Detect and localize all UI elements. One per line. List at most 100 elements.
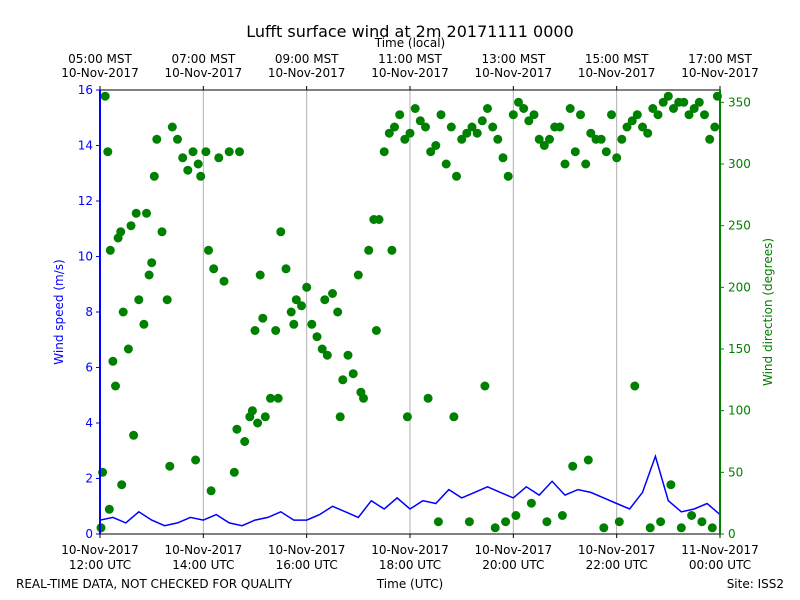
direction-point [235,147,244,157]
top-tick-label-date: 10-Nov-2017 [371,66,449,80]
direction-point [503,171,513,181]
direction-point [653,110,663,120]
top-tick-label-time: 07:00 MST [171,52,235,66]
direction-point [542,517,552,527]
direction-point [599,523,609,533]
direction-point [493,134,503,144]
top-axis-label: Time (local) [374,36,446,50]
direction-point [464,517,474,527]
direction-point [188,147,198,157]
right-tick-label: 300 [728,157,751,171]
speed-line [99,453,721,527]
direction-point [395,110,405,120]
chart-title: Lufft surface wind at 2m 20171111 0000 [246,22,574,41]
direction-point [452,171,461,181]
direction-point [560,159,570,169]
direction-point [586,128,596,138]
left-tick-label: 8 [85,305,93,319]
direction-point [622,122,632,132]
top-tick-label-date: 10-Nov-2017 [165,66,243,80]
right-tick-label: 250 [728,219,751,233]
direction-point [123,344,133,354]
direction-point [224,147,234,157]
direction-point [526,498,536,508]
direction-point [258,313,268,323]
x-tick-label-date: 11-Nov-2017 [681,543,759,557]
direction-point [167,122,177,132]
left-tick-label: 6 [85,361,93,375]
right-tick-label: 350 [728,95,751,109]
direction-point [289,319,299,329]
x-tick-label-date: 10-Nov-2017 [578,543,656,557]
direction-point [410,104,420,113]
direction-point [645,523,655,533]
direction-point [658,97,668,107]
direction-point [570,147,580,157]
direction-point [117,480,127,490]
x-tick-label-time: 00:00 UTC [689,558,751,572]
direction-point [348,369,358,379]
x-tick-label-date: 10-Nov-2017 [268,543,346,557]
direction-point [253,418,263,428]
direction-point [206,486,216,496]
direction-point [229,467,239,477]
direction-point [467,122,477,132]
direction-point [147,258,157,268]
direction-point [273,393,283,403]
top-tick-label-date: 10-Nov-2017 [475,66,553,80]
direction-point [312,332,322,342]
direction-point [178,153,188,163]
direction-point [534,134,544,144]
top-tick-label-time: 15:00 MST [585,52,649,66]
direction-point [131,208,141,218]
left-tick-label: 14 [78,139,93,153]
x-tick-label-date: 10-Nov-2017 [371,543,449,557]
direction-point [214,153,224,163]
top-tick-label-time: 05:00 MST [68,52,132,66]
x-tick-label-date: 10-Nov-2017 [165,543,243,557]
direction-point [426,147,436,157]
x-tick-label-time: 16:00 UTC [276,558,338,572]
direction-point [480,381,490,391]
direction-point [511,511,521,520]
direction-point [601,147,611,157]
direction-point [286,307,296,317]
direction-point [583,455,593,465]
direction-point [353,270,363,280]
left-tick-label: 4 [85,416,93,430]
direction-point [142,208,151,218]
direction-point [638,122,647,132]
bottom-axis-label: Time (UTC) [376,577,443,591]
direction-point [694,97,704,107]
direction-point [524,116,534,126]
direction-point [118,307,128,317]
direction-point [204,245,213,255]
direction-point [260,412,270,422]
direction-point [501,517,511,527]
direction-point [291,295,301,305]
direction-point [247,406,257,416]
direction-point [343,350,353,360]
direction-point [705,134,715,144]
speed-series [99,453,721,527]
direction-point [483,104,492,113]
direction-point [421,122,430,132]
direction-series [96,91,722,533]
left-tick-label: 10 [78,250,93,264]
direction-point [557,511,567,520]
left-axis-ticks: 0 2 4 6 8 10 12 14 16 [78,83,100,541]
direction-point [302,282,312,292]
top-tick-label-time: 11:00 MST [378,52,442,66]
direction-point [338,375,348,385]
direction-point [144,270,154,280]
x-tick-label-time: 22:00 UTC [586,558,648,572]
direction-point [356,387,366,397]
footer-site: Site: ISS2 [727,577,784,591]
direction-point [568,461,578,471]
direction-point [436,110,446,120]
top-tick-label-date: 10-Nov-2017 [578,66,656,80]
direction-point [240,437,250,446]
direction-point [643,128,653,138]
